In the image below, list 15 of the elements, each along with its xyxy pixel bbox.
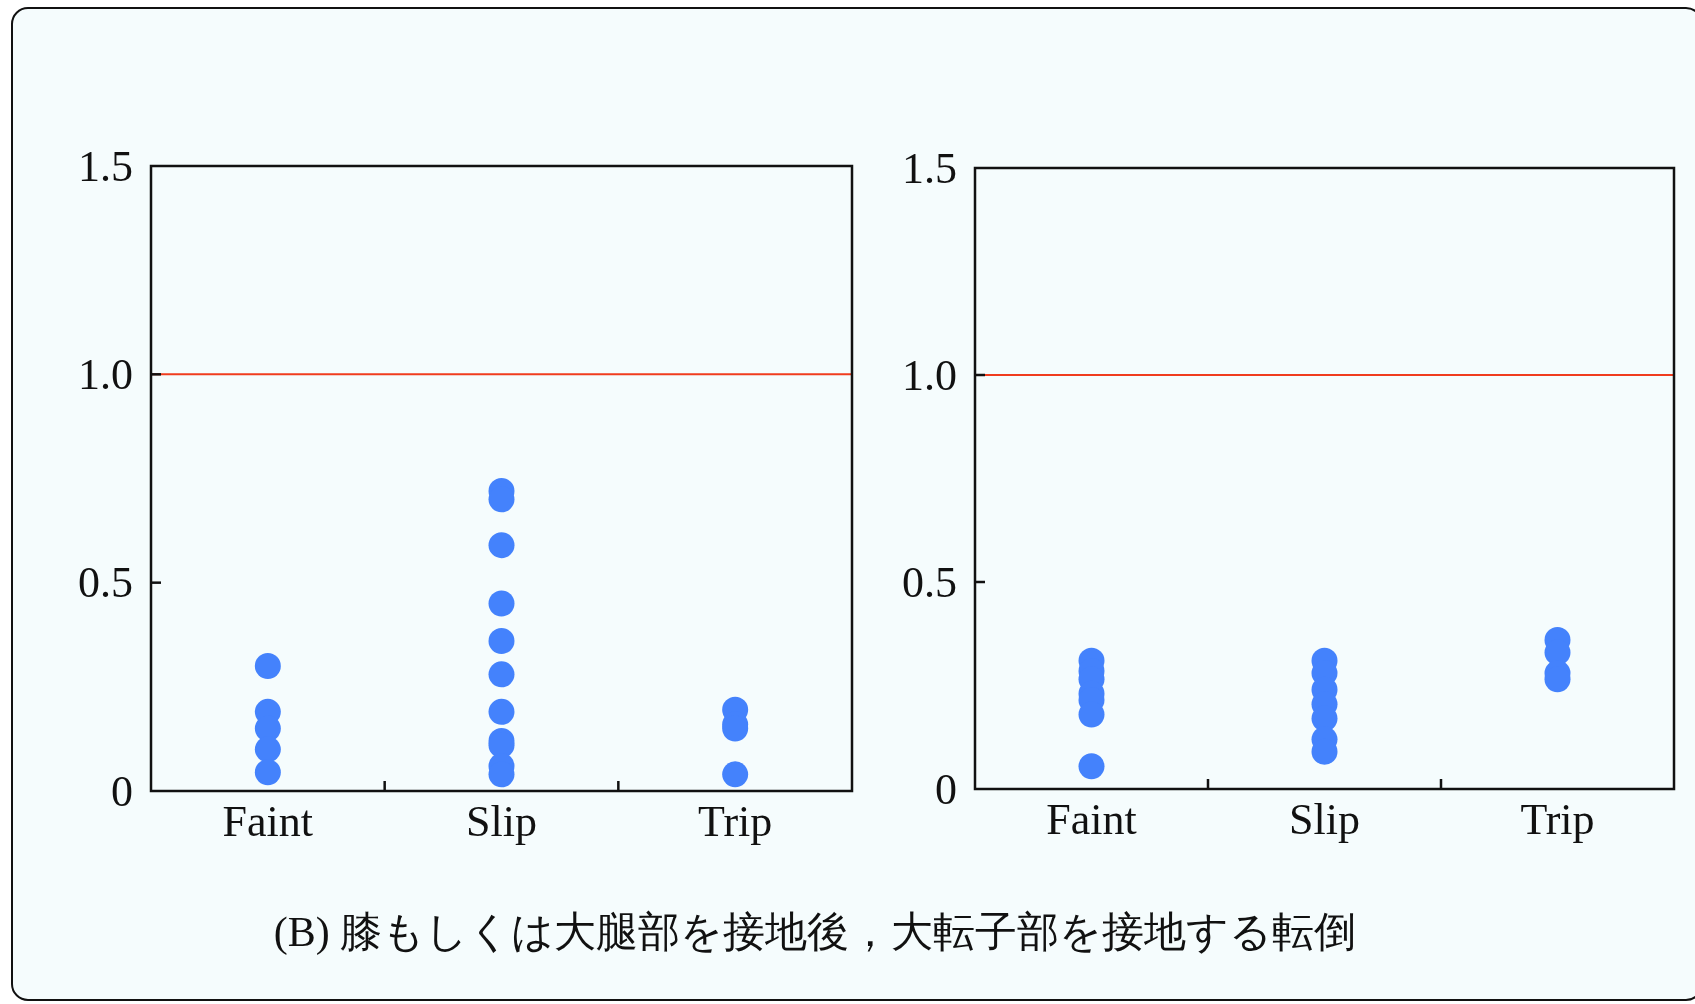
y-tick-label: 0.5	[902, 557, 957, 607]
y-tick-label: 0	[111, 766, 133, 816]
y-tick-label: 1.5	[78, 141, 133, 191]
y-tick-label: 1.5	[902, 143, 957, 193]
x-tick-label: Slip	[1289, 794, 1360, 844]
y-tick-label: 0.5	[78, 558, 133, 608]
text: (B) 膝もしくは大腿部を接地後，大転子部を接地する転倒	[273, 909, 1357, 956]
x-tick-label: Slip	[466, 796, 537, 846]
y-tick-label: 0	[935, 764, 957, 814]
y-tick-label: 1.0	[902, 350, 957, 400]
x-tick-label: Trip	[698, 796, 773, 846]
x-tick-label: Faint	[222, 796, 314, 846]
y-tick-label: 1.0	[78, 349, 133, 399]
x-tick-label: Trip	[1520, 794, 1595, 844]
x-tick-label: Faint	[1046, 794, 1137, 844]
